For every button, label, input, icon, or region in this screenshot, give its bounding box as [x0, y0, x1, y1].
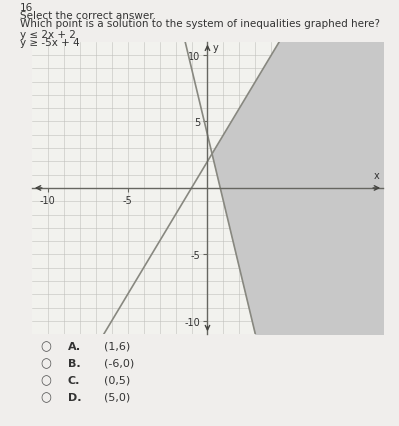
Text: (1,6): (1,6)	[104, 341, 130, 351]
Text: x: x	[374, 170, 379, 181]
Text: y ≥ -5x + 4: y ≥ -5x + 4	[20, 38, 79, 48]
Text: ○: ○	[40, 391, 51, 403]
Text: D.: D.	[68, 392, 81, 402]
Text: y ≤ 2x + 2: y ≤ 2x + 2	[20, 30, 76, 40]
Text: ○: ○	[40, 340, 51, 352]
Text: (5,0): (5,0)	[104, 392, 130, 402]
Text: A.: A.	[68, 341, 81, 351]
Text: C.: C.	[68, 375, 80, 385]
Text: Which point is a solution to the system of inequalities graphed here?: Which point is a solution to the system …	[20, 19, 380, 29]
Text: ○: ○	[40, 374, 51, 386]
Text: ○: ○	[40, 357, 51, 369]
Text: (-6,0): (-6,0)	[104, 358, 134, 368]
Text: B.: B.	[68, 358, 81, 368]
Text: y: y	[213, 43, 219, 53]
Text: Select the correct answer.: Select the correct answer.	[20, 11, 156, 20]
Text: 16: 16	[20, 3, 33, 13]
Text: (0,5): (0,5)	[104, 375, 130, 385]
